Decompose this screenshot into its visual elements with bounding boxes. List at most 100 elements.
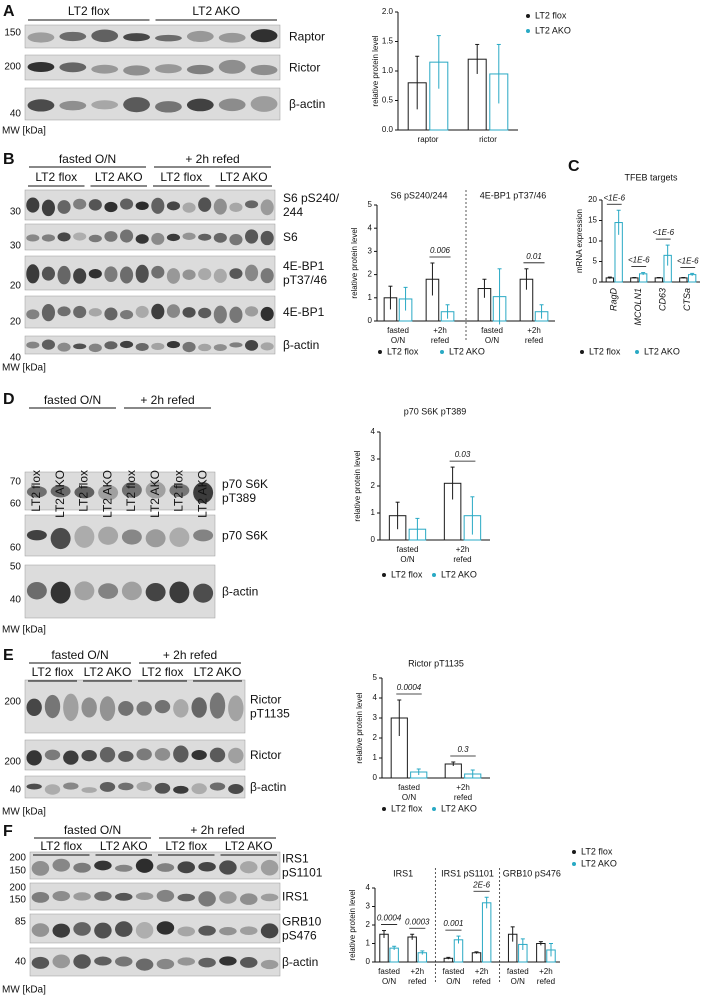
lane-label: LT2 AKO <box>195 470 209 518</box>
x-tick-label: RagD <box>609 288 619 312</box>
blot-band <box>31 891 50 903</box>
blot-band <box>182 307 196 318</box>
subchart-title: S6 pS240/244 <box>390 190 447 200</box>
blot-band <box>198 957 216 968</box>
blot-band <box>186 98 214 112</box>
blot-band <box>26 783 42 790</box>
blot-band <box>73 198 87 210</box>
blot-band <box>81 697 97 718</box>
y-tick-label: 0.5 <box>382 96 394 105</box>
blot-strip <box>24 24 281 49</box>
blot-band <box>135 234 149 244</box>
blot-band <box>229 202 243 212</box>
blot-band <box>218 98 246 112</box>
y-tick-label: 5 <box>593 257 598 266</box>
legend-marker <box>382 573 386 577</box>
blot-band <box>228 747 244 764</box>
mw-marker: 50 <box>10 562 22 573</box>
blot-band <box>245 306 259 317</box>
mw-unit: MW [kDa] <box>2 625 46 636</box>
blot-band <box>182 341 196 353</box>
x-tick-label: fasted <box>387 326 409 335</box>
legend-label: LT2 flox <box>581 846 613 856</box>
blot-band <box>120 198 134 210</box>
row-label: Rictor <box>289 61 320 75</box>
blot-band <box>26 341 40 349</box>
blot-band <box>73 232 87 241</box>
blot-band <box>245 229 259 244</box>
annotation: 0.3 <box>457 745 469 754</box>
blot-band <box>173 699 189 718</box>
blot-band <box>250 96 278 112</box>
lane-label: LT2 flox <box>77 470 91 512</box>
blot-band <box>191 697 207 718</box>
condition-label: fasted O/N <box>64 823 121 837</box>
mw-unit: MW [kDa] <box>2 807 46 818</box>
row-label: pT37/46 <box>283 273 327 287</box>
blot-band <box>41 199 55 217</box>
row-label: β-actin <box>289 97 325 111</box>
blot-band <box>245 200 259 209</box>
blot-band <box>94 891 112 901</box>
blot-band <box>260 199 274 216</box>
mw-marker: 150 <box>9 895 26 906</box>
x-tick-label: O/N <box>382 977 396 986</box>
genotype-label: LT2 AKO <box>220 170 268 184</box>
blot-band <box>104 201 118 213</box>
x-tick-label: +2h <box>475 967 489 976</box>
mw-unit: MW [kDa] <box>2 126 46 137</box>
blot-band <box>57 265 71 285</box>
y-tick-label: 1.0 <box>382 66 394 75</box>
legend-label: LT2 AKO <box>581 858 617 868</box>
lane-label: LT2 AKO <box>53 470 67 518</box>
mw-marker: 200 <box>4 62 21 73</box>
x-tick-label: MCOLN1 <box>633 288 643 326</box>
annotation: 0.03 <box>455 450 471 459</box>
blot-band <box>135 958 154 971</box>
blot-band <box>209 747 226 763</box>
condition-label: + 2h refed <box>140 393 194 407</box>
y-tick-label: 2 <box>371 481 376 490</box>
y-axis-label: relative protein level <box>353 450 362 521</box>
blot-band <box>151 232 165 245</box>
y-tick-label: 2.0 <box>382 7 394 16</box>
x-tick-label: refed <box>525 336 543 345</box>
blot-band <box>91 64 119 74</box>
legend-marker <box>432 807 436 811</box>
blot-band <box>245 340 259 351</box>
blot-band <box>177 893 195 902</box>
subchart-title: IRS1 pS1101 <box>441 868 494 878</box>
blot-band <box>218 59 246 74</box>
blot-band <box>209 782 226 791</box>
blot-band <box>52 891 70 902</box>
blot-band <box>59 62 87 73</box>
mw-marker: 30 <box>10 207 22 218</box>
x-tick-label: O/N <box>511 977 525 986</box>
blot-band <box>135 201 149 211</box>
blot-band <box>155 34 182 42</box>
y-axis-label: mRNA expression <box>575 209 584 273</box>
annotation: <1E-6 <box>677 256 699 265</box>
blot-band <box>74 525 95 548</box>
blot-band <box>41 339 55 350</box>
blot-band <box>99 747 116 763</box>
mw-marker: 85 <box>15 917 27 928</box>
blot-band <box>52 923 70 938</box>
panel-letter: E <box>3 647 14 664</box>
row-label: IRS1 <box>282 852 309 866</box>
mw-marker: 200 <box>4 757 21 768</box>
blot-band <box>151 303 165 320</box>
blot-band <box>177 926 195 937</box>
blot-band <box>135 305 149 318</box>
blot-band <box>63 693 79 722</box>
panel-letter: D <box>3 391 15 408</box>
y-tick-label: 0 <box>368 316 373 325</box>
blot-band <box>135 342 149 351</box>
lane-label: LT2 AKO <box>148 470 162 518</box>
annotation: 0.01 <box>526 252 542 261</box>
legend-label: LT2 AKO <box>441 569 477 579</box>
panel-letter: B <box>3 151 15 168</box>
legend-label: LT2 flox <box>391 803 423 813</box>
x-tick-label: O/N <box>400 555 414 564</box>
y-tick-label: 0 <box>593 277 598 286</box>
